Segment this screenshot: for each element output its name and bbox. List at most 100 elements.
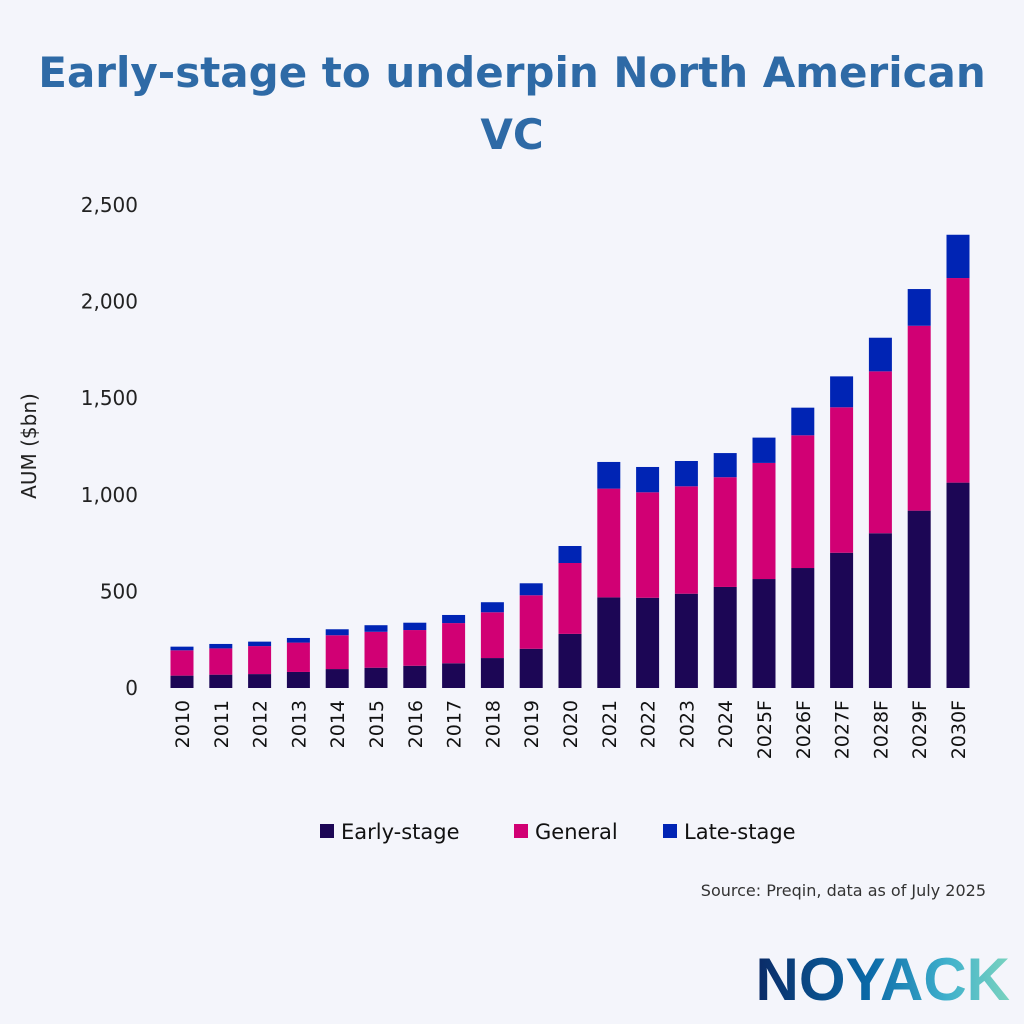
noyack-logo: NOYACK bbox=[755, 946, 1010, 1013]
bar-late-stage-2024 bbox=[713, 453, 737, 478]
legend-swatch bbox=[663, 824, 677, 838]
bar-general-2022 bbox=[636, 492, 660, 598]
bar-general-2029F bbox=[907, 325, 931, 511]
x-tick-label: 2024 bbox=[715, 700, 737, 748]
bar-general-2019 bbox=[519, 595, 543, 649]
bar-early-stage-2017 bbox=[442, 663, 466, 688]
bar-general-2027F bbox=[830, 407, 854, 553]
bar-early-stage-2013 bbox=[286, 671, 310, 688]
bar-early-stage-2021 bbox=[597, 597, 621, 688]
bar-general-2015 bbox=[364, 631, 388, 668]
bar-late-stage-2022 bbox=[636, 466, 660, 493]
x-tick-label: 2029F bbox=[909, 700, 931, 759]
bar-early-stage-2010 bbox=[170, 675, 194, 688]
source-note: Source: Preqin, data as of July 2025 bbox=[701, 881, 986, 900]
bar-general-2028F bbox=[868, 371, 892, 534]
x-tick-label: 2016 bbox=[405, 700, 427, 748]
legend-label: Early-stage bbox=[341, 820, 460, 844]
x-tick-label: 2026F bbox=[793, 700, 815, 759]
bar-early-stage-2014 bbox=[325, 669, 349, 688]
x-tick-label: 2010 bbox=[172, 700, 194, 748]
bar-general-2021 bbox=[597, 488, 621, 598]
bar-general-2013 bbox=[286, 642, 310, 672]
bar-late-stage-2012 bbox=[248, 641, 272, 647]
bar-early-stage-2029F bbox=[907, 510, 931, 688]
bar-late-stage-2027F bbox=[830, 376, 854, 408]
x-tick-label: 2012 bbox=[250, 700, 272, 748]
bar-late-stage-2016 bbox=[403, 622, 427, 631]
x-tick-label: 2020 bbox=[560, 700, 582, 748]
bar-general-2014 bbox=[325, 635, 349, 670]
x-tick-label: 2030F bbox=[948, 700, 970, 759]
x-tick-label: 2013 bbox=[288, 700, 310, 748]
x-tick-label: 2015 bbox=[366, 700, 388, 748]
chart-title: Early-stage to underpin North American V… bbox=[38, 48, 986, 159]
legend-swatch bbox=[320, 824, 334, 838]
y-tick-label: 0 bbox=[125, 676, 138, 700]
bar-late-stage-2014 bbox=[325, 629, 349, 636]
bar-general-2020 bbox=[558, 562, 582, 634]
bar-early-stage-2024 bbox=[713, 586, 737, 688]
bar-late-stage-2026F bbox=[791, 407, 815, 436]
bar-general-2012 bbox=[248, 646, 272, 675]
bar-general-2018 bbox=[480, 612, 504, 659]
bar-general-2016 bbox=[403, 630, 427, 666]
x-tick-label: 2014 bbox=[327, 700, 349, 748]
x-tick-label: 2025F bbox=[754, 700, 776, 759]
bar-general-2024 bbox=[713, 477, 737, 587]
y-tick-label: 1,000 bbox=[81, 483, 138, 507]
bar-late-stage-2028F bbox=[868, 337, 892, 372]
bar-general-2023 bbox=[674, 486, 698, 594]
x-tick-label: 2022 bbox=[638, 700, 660, 748]
bar-early-stage-2011 bbox=[209, 674, 233, 688]
bar-general-2011 bbox=[209, 648, 233, 675]
bar-late-stage-2021 bbox=[597, 461, 621, 489]
bar-late-stage-2010 bbox=[170, 646, 194, 651]
x-tick-label: 2028F bbox=[870, 700, 892, 759]
bar-early-stage-2020 bbox=[558, 633, 582, 688]
bar-late-stage-2011 bbox=[209, 643, 233, 649]
bar-general-2025F bbox=[752, 462, 776, 580]
y-tick-label: 500 bbox=[100, 579, 138, 603]
x-tick-label: 2011 bbox=[211, 700, 233, 748]
bar-early-stage-2022 bbox=[636, 597, 660, 688]
bar-late-stage-2013 bbox=[286, 637, 310, 643]
bar-late-stage-2025F bbox=[752, 437, 776, 463]
y-tick-label: 2,000 bbox=[81, 290, 138, 314]
x-tick-label: 2021 bbox=[599, 700, 621, 748]
bar-early-stage-2019 bbox=[519, 648, 543, 688]
bar-late-stage-2018 bbox=[480, 602, 504, 613]
bar-early-stage-2025F bbox=[752, 579, 776, 688]
x-tick-label: 2027F bbox=[832, 700, 854, 759]
bar-late-stage-2020 bbox=[558, 545, 582, 563]
bar-early-stage-2027F bbox=[830, 552, 854, 688]
y-tick-label: 2,500 bbox=[81, 193, 138, 217]
bar-early-stage-2026F bbox=[791, 568, 815, 688]
bar-early-stage-2012 bbox=[248, 674, 272, 688]
bar-late-stage-2015 bbox=[364, 625, 388, 632]
bar-early-stage-2016 bbox=[403, 665, 427, 688]
x-tick-label: 2019 bbox=[521, 700, 543, 748]
bar-general-2026F bbox=[791, 435, 815, 569]
bar-late-stage-2017 bbox=[442, 614, 466, 624]
bar-general-2030F bbox=[946, 278, 970, 483]
bar-early-stage-2015 bbox=[364, 667, 388, 688]
bar-early-stage-2028F bbox=[868, 533, 892, 688]
y-tick-label: 1,500 bbox=[81, 386, 138, 410]
bar-late-stage-2029F bbox=[907, 289, 931, 326]
legend-label: Late-stage bbox=[684, 820, 796, 844]
bar-general-2010 bbox=[170, 650, 194, 676]
bar-early-stage-2030F bbox=[946, 482, 970, 688]
legend-label: General bbox=[535, 820, 618, 844]
bar-late-stage-2030F bbox=[946, 234, 970, 279]
bar-early-stage-2023 bbox=[674, 593, 698, 688]
x-tick-label: 2023 bbox=[676, 700, 698, 748]
bar-late-stage-2023 bbox=[674, 460, 698, 487]
y-axis-label: AUM ($bn) bbox=[17, 393, 41, 499]
bar-general-2017 bbox=[442, 623, 466, 664]
bar-late-stage-2019 bbox=[519, 583, 543, 596]
bar-early-stage-2018 bbox=[480, 658, 504, 688]
x-tick-label: 2017 bbox=[444, 700, 466, 748]
x-tick-label: 2018 bbox=[482, 700, 504, 748]
